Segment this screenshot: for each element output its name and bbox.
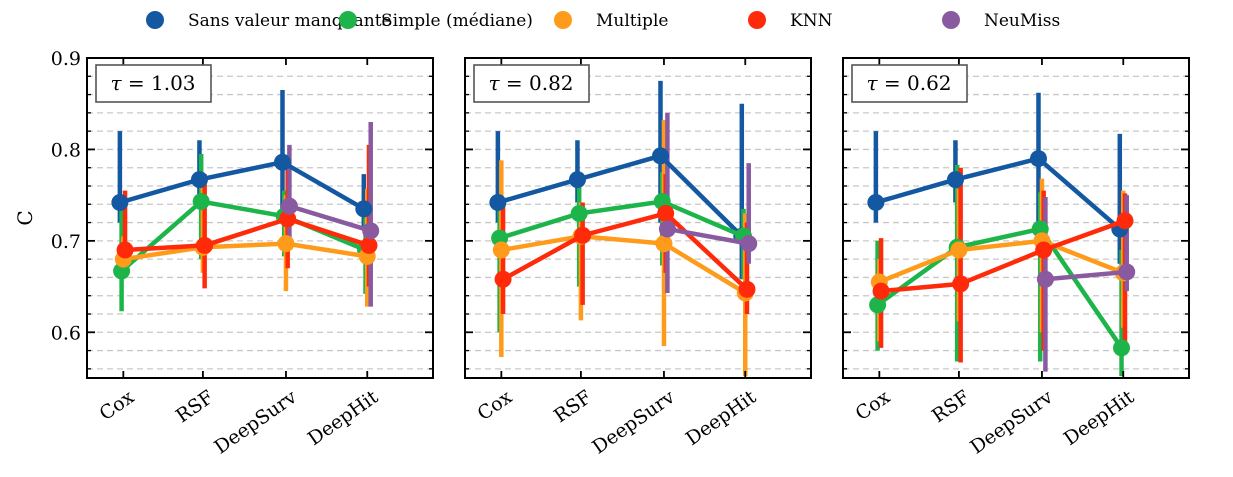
panel-0-point-3-2	[279, 210, 297, 228]
legend-3-marker	[748, 11, 766, 29]
panel-0-point-4-1	[362, 222, 380, 240]
legend-2-label: Multiple	[596, 11, 668, 31]
panel-2-series-line-1	[876, 226, 1124, 350]
panel-0-annotation-box	[95, 64, 212, 103]
panel-0-series-line-4	[288, 203, 372, 233]
panel-2-point-4-0	[1036, 270, 1054, 288]
panel-1-point-0-2	[651, 147, 669, 165]
panel-2-point-0-2	[1029, 150, 1047, 168]
panel-2-point-3-1	[952, 275, 970, 293]
panel-0-point-0-2	[273, 153, 291, 171]
panel-1-x-tick-label: DeepSurv	[588, 386, 679, 459]
panel-2-series-line-0	[875, 156, 1122, 231]
panel-1-annotation-box	[473, 64, 590, 103]
legend-4-label: NeuMiss	[984, 11, 1060, 31]
panel-2-point-2-1	[950, 241, 968, 259]
panel-0-point-0-0	[111, 193, 129, 211]
panel-0-x-tick-label: DeepHit	[304, 386, 383, 450]
panel-0-point-1-1	[192, 193, 210, 211]
panel-0-series-line-0	[119, 159, 365, 211]
panel-2-series-line-2	[878, 238, 1125, 285]
panel-2-point-0-0	[867, 193, 885, 211]
panel-1-point-4-1	[740, 235, 758, 253]
panel-0-annotation: τ = 1.03	[110, 71, 195, 95]
panel-0-point-4-0	[280, 197, 298, 215]
panel-2-annotation: τ = 0.62	[866, 71, 951, 95]
panel-1-point-0-1	[568, 171, 586, 189]
panel-1-point-3-1	[574, 226, 592, 244]
panel-0-frame	[86, 57, 434, 379]
panel-1-series-line-2	[500, 234, 747, 295]
panel-1-point-3-3	[738, 280, 756, 298]
y-tick-label: 0.8	[51, 139, 81, 161]
panel-2-x-tick-label: DeepSurv	[966, 386, 1057, 459]
panel-1-point-3-2	[657, 204, 675, 222]
panel-1-point-4-0	[658, 220, 676, 238]
panel-1-series-line-3	[501, 211, 749, 291]
y-tick-label: 0.7	[51, 231, 81, 253]
panel-2-series-line-4	[1045, 269, 1127, 282]
legend-4-marker	[942, 11, 960, 29]
panel-1-series-line-1	[498, 199, 745, 241]
legend-0-marker	[146, 11, 164, 29]
panel-2-series-line-3	[880, 218, 1126, 294]
panel-0-series-line-1	[120, 199, 367, 273]
panel-0-point-3-0	[116, 241, 134, 259]
legend-3-label: KNN	[790, 11, 833, 31]
y-tick-label: 0.6	[51, 322, 81, 344]
panel-1-annotation: τ = 0.82	[488, 71, 573, 95]
panel-0-point-3-3	[360, 236, 378, 254]
panel-2-point-3-2	[1035, 241, 1053, 259]
panel-0-point-0-1	[190, 171, 208, 189]
panel-0-point-2-2	[277, 235, 295, 253]
panel-0-series-line-2	[122, 241, 368, 262]
y-tick-label: 0.9	[51, 48, 81, 70]
panel-0-x-tick-label: RSF	[172, 386, 218, 427]
panel-2-point-3-0	[872, 282, 890, 300]
panel-0-point-0-3	[355, 200, 373, 218]
panel-1-x-tick-label: RSF	[550, 386, 596, 427]
legend-2-marker	[554, 11, 572, 29]
panel-2-x-tick-label: DeepHit	[1060, 386, 1139, 450]
panel-1-series-line-0	[497, 153, 744, 238]
panel-2-frame	[842, 57, 1190, 379]
panel-1-series-line-4	[667, 226, 750, 246]
panel-2-point-1-3	[1113, 339, 1131, 357]
panel-1-point-2-2	[655, 235, 673, 253]
panel-1-frame	[464, 57, 812, 379]
panel-1-point-0-0	[489, 193, 507, 211]
panel-2-point-1-0	[869, 296, 887, 314]
legend-1-label: Simple (médiane)	[381, 11, 533, 31]
panel-1-x-tick-label: Cox	[474, 386, 517, 425]
panel-0-series-line-3	[124, 216, 370, 253]
panel-2-annotation-box	[851, 64, 968, 103]
panel-1-point-1-1	[570, 204, 588, 222]
panel-2-point-4-1	[1118, 263, 1136, 281]
panel-0-point-3-1	[196, 236, 214, 254]
panel-2-x-tick-label: Cox	[852, 386, 895, 425]
legend-0-label: Sans valeur manquante	[188, 11, 392, 31]
panel-1-point-2-0	[492, 241, 510, 259]
panel-2-point-3-3	[1116, 212, 1134, 230]
legend-1-marker	[339, 11, 357, 29]
panel-1-point-3-0	[494, 270, 512, 288]
panel-2-x-tick-label: RSF	[928, 386, 974, 427]
panel-2-point-0-1	[946, 171, 964, 189]
y-axis-label: C	[13, 210, 37, 225]
panel-0-x-tick-label: Cox	[96, 386, 139, 425]
panel-1-x-tick-label: DeepHit	[682, 386, 761, 450]
panel-0-x-tick-label: DeepSurv	[210, 386, 301, 459]
